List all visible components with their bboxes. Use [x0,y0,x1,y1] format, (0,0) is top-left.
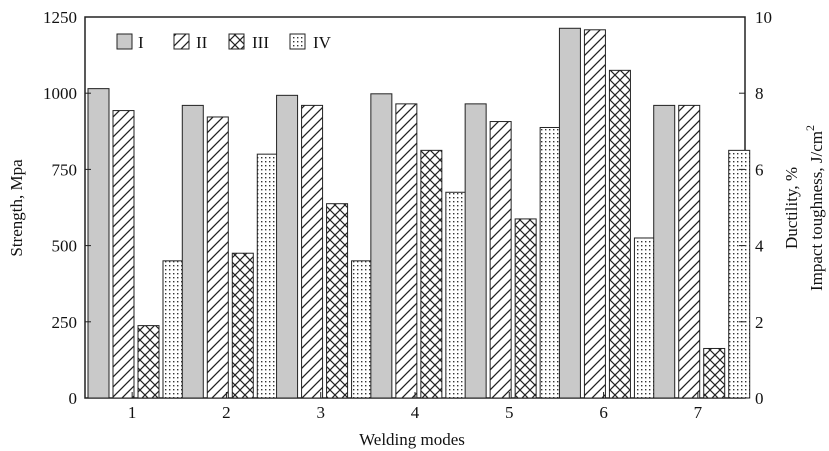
bar-iv-mode-2 [256,153,279,399]
bar-ii-mode-2 [206,116,229,399]
x-tick-label: 7 [694,403,703,422]
y-tick-label-left: 1000 [43,84,77,103]
legend-label-ii: II [196,33,208,52]
bar-ii-mode-4 [395,103,418,399]
legend-label-i: I [138,33,144,52]
legend-swatch-i [116,33,133,50]
y-tick-label-left: 1250 [43,8,77,27]
bar-i-mode-1 [87,88,110,399]
bar-i-mode-7 [653,104,676,399]
bar-iii-mode-5 [514,218,537,399]
y-tick-label-right: 6 [755,160,764,179]
legend-item-ii: II [173,33,208,52]
legend-item-iii: III [228,33,269,52]
y-axis-title-left: Strength, Mpa [7,159,26,257]
x-axis-title: Welding modes [359,430,465,449]
legend-swatch-iii [228,33,245,50]
x-tick-label: 4 [411,403,420,422]
bar-iv-mode-6 [633,237,656,399]
legend: I II III IV [116,33,332,52]
bar-iii-mode-1 [137,325,160,399]
axis-ticks: 1 2 3 4 5 6 7 0 250 500 750 1000 1250 0 2 4 6 8 10 [43,8,772,422]
bar-ii-mode-6 [583,29,606,399]
y-tick-label-left: 500 [52,237,78,256]
bar-ii-mode-1 [112,110,135,399]
y-tick-label-right: 2 [755,313,764,332]
bar-iv-mode-5 [539,126,562,399]
legend-item-iv: IV [289,33,332,52]
bar-i-mode-5 [464,103,487,399]
x-tick-label: 6 [599,403,608,422]
y-tick-label-left: 250 [52,313,78,332]
y-axis-title-right-impact: Impact toughness, J/cm2 [803,125,826,291]
legend-label-iv: IV [313,33,332,52]
bar-iii-mode-3 [326,203,349,399]
bar-i-mode-4 [370,93,393,399]
y-tick-label-right: 10 [755,8,772,27]
y-tick-label-right: 4 [755,237,764,256]
legend-swatch-ii [173,33,190,50]
bar-iv-mode-7 [728,149,751,399]
bar-iv-mode-3 [351,260,374,399]
legend-swatch-iv [289,33,306,50]
y-tick-label-right: 0 [755,389,764,408]
y-tick-label-right: 8 [755,84,764,103]
y-tick-label-left: 750 [52,160,78,179]
bar-iv-mode-4 [445,191,468,399]
bar-i-mode-6 [558,27,581,399]
bar-ii-mode-5 [489,121,512,399]
bar-iii-mode-2 [231,252,254,399]
legend-item-i: I [116,33,144,52]
x-tick-label: 5 [505,403,514,422]
y-tick-label-left: 0 [69,389,78,408]
x-tick-label: 3 [316,403,325,422]
bar-ii-mode-3 [301,104,324,399]
y-axis-title-right-ductility: Ductility, % [782,167,801,249]
bar-iii-mode-6 [608,69,631,399]
bar-iv-mode-1 [162,260,185,399]
bar-ii-mode-7 [678,104,701,399]
bar-iii-mode-4 [420,149,443,399]
impact-title-superscript: 2 [803,125,817,131]
bar-i-mode-2 [181,104,204,399]
x-tick-label: 2 [222,403,231,422]
bar-i-mode-3 [276,94,299,399]
impact-title-text: Impact toughness, J/cm [807,131,826,291]
legend-label-iii: III [252,33,269,52]
bar-iii-mode-7 [703,347,726,399]
x-tick-label: 1 [128,403,137,422]
bar-marks [87,27,751,399]
